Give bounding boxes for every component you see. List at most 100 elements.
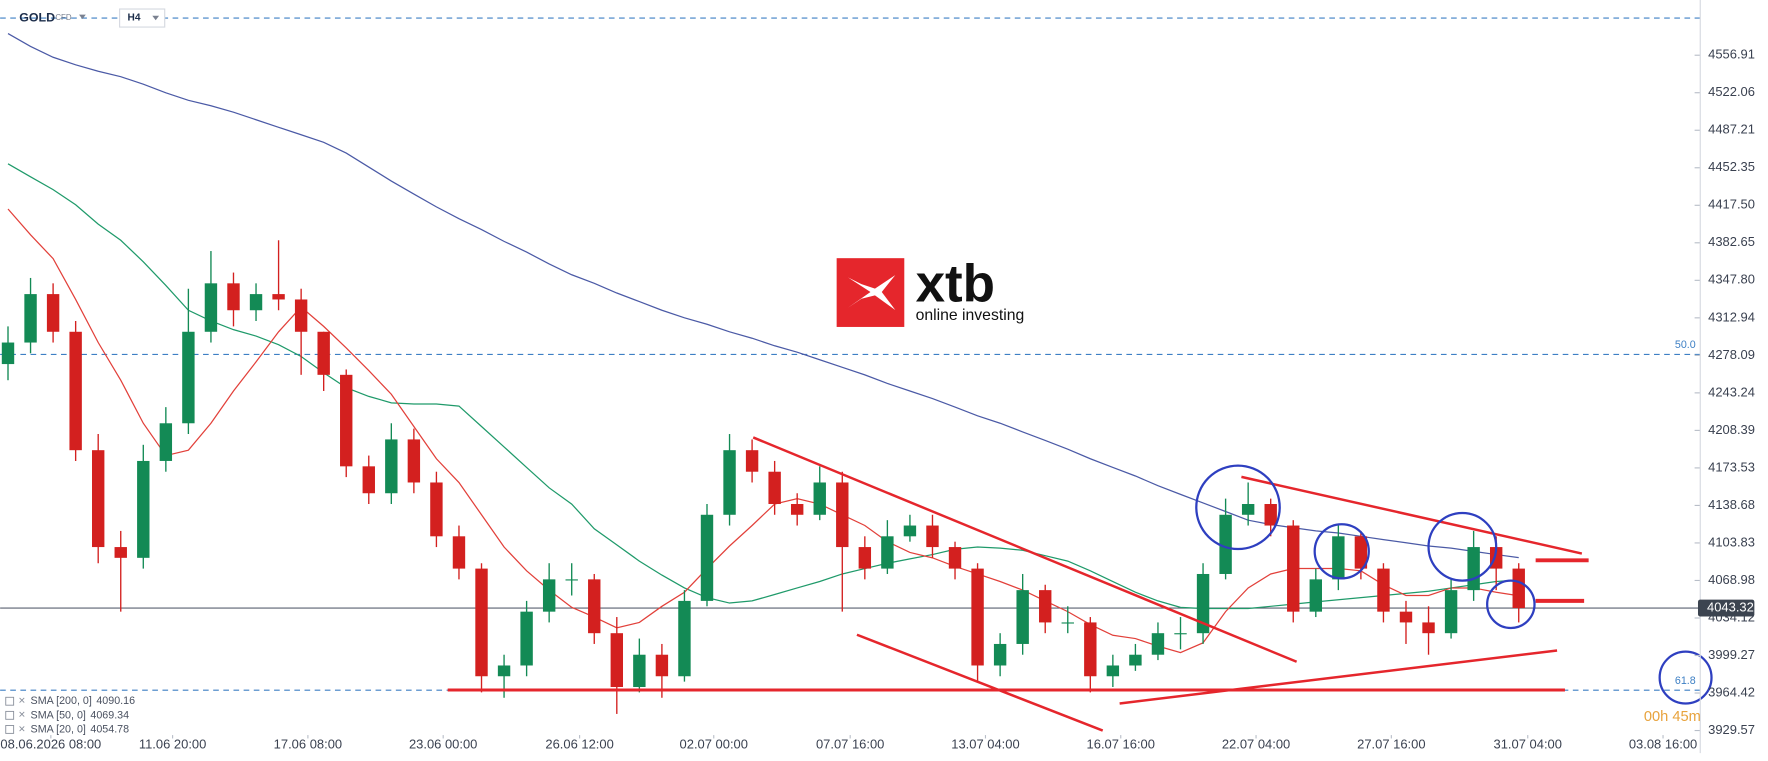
candle-body xyxy=(272,294,285,300)
candle-body xyxy=(745,450,759,472)
fib-label: 61.8 xyxy=(1675,675,1696,687)
candle-body xyxy=(948,547,962,569)
candle-body xyxy=(1422,622,1435,634)
y-tick-label: 4487.21 xyxy=(1708,122,1755,137)
candle-body xyxy=(881,536,894,569)
highlight-circle xyxy=(1658,650,1713,705)
x-tick-label: 16.07 16:00 xyxy=(1087,737,1155,752)
candle-body xyxy=(204,283,218,332)
legend-icon xyxy=(5,725,15,734)
candle-body xyxy=(1287,525,1300,612)
y-tick-label: 4452.35 xyxy=(1708,159,1755,174)
y-tick-label: 4382.65 xyxy=(1708,234,1755,249)
legend-entry: SMA [200, 0] 4090.16 xyxy=(31,695,136,707)
dropdown-icon[interactable] xyxy=(152,15,160,21)
plot xyxy=(1,33,1525,714)
candle-body xyxy=(1219,514,1232,574)
candle-body xyxy=(294,299,308,332)
legend-icon xyxy=(5,696,15,706)
candle-body xyxy=(813,482,826,515)
x-tick-label: 13.07 04:00 xyxy=(951,737,1019,752)
drawings xyxy=(447,436,1589,732)
x-tick-label: 26.06 12:00 xyxy=(545,737,613,752)
candle-body xyxy=(114,547,127,558)
legend-name: SMA [20, 0] xyxy=(31,723,86,735)
y-tick-label: 4103.83 xyxy=(1708,534,1755,549)
candle-body xyxy=(1106,665,1120,677)
candle-body xyxy=(182,331,195,424)
x-tick-label: 27.07 16:00 xyxy=(1357,737,1425,752)
candle-body xyxy=(91,450,105,548)
legend-value: 4090.16 xyxy=(96,695,135,707)
candle-body xyxy=(407,439,421,483)
candle-body xyxy=(1332,536,1345,580)
y-tick-label: 4556.91 xyxy=(1708,47,1755,62)
trend-line xyxy=(1119,649,1558,705)
candle-body xyxy=(1174,633,1187,635)
highlight-circle xyxy=(1486,579,1536,630)
candle-body xyxy=(452,536,466,569)
tagline: online investing xyxy=(916,307,1025,324)
y-tick-label: 4278.09 xyxy=(1708,347,1755,362)
y-tick-label: 3964.42 xyxy=(1708,684,1755,699)
y-tick-label: 3999.27 xyxy=(1708,647,1755,662)
logo-x xyxy=(847,275,896,311)
candle-body xyxy=(227,283,240,311)
sma-line xyxy=(7,208,1519,654)
x-tick-label: 31.07 04:00 xyxy=(1494,737,1562,752)
x-tick-label: 08.06.2026 08:00 xyxy=(0,737,101,752)
candle-body xyxy=(1399,611,1413,623)
dropdown-icon[interactable] xyxy=(79,14,86,20)
timeframe-box[interactable] xyxy=(119,8,166,28)
candle-body xyxy=(1444,590,1458,634)
candle-body xyxy=(475,568,488,677)
candle-body xyxy=(565,579,578,581)
circles xyxy=(1195,464,1713,705)
candle-body xyxy=(159,423,173,461)
legend-entry: SMA [20, 0] 4054.78 xyxy=(31,723,130,735)
legend-value: 4054.78 xyxy=(90,723,129,735)
candle-body xyxy=(1084,622,1097,677)
x-tick-label: 03.08 16:00 xyxy=(1629,737,1697,752)
symbol[interactable]: GOLD xyxy=(19,10,55,24)
brand: xtb xyxy=(916,254,995,313)
sma-line xyxy=(7,163,1519,610)
candle-body xyxy=(385,439,398,494)
timer: 00h 45m xyxy=(1644,709,1701,725)
y-tick-label: 3929.57 xyxy=(1708,722,1755,737)
candle-body xyxy=(1039,590,1052,623)
trend-line xyxy=(1241,475,1583,555)
y-tick-label: 4138.68 xyxy=(1708,497,1755,512)
legend-icon-x: ✕ xyxy=(18,710,26,720)
candle-body xyxy=(362,466,375,494)
candle-body xyxy=(430,482,443,537)
highlight-circle xyxy=(1195,464,1281,551)
x-tick-label: 11.06 20:00 xyxy=(139,737,206,752)
candle-body xyxy=(137,460,150,558)
header: GOLD CFD H4 xyxy=(19,8,166,28)
candle-body xyxy=(790,504,804,515)
candle-body xyxy=(588,579,601,634)
highlight-circle xyxy=(1427,511,1498,582)
y-tick-label: 4173.53 xyxy=(1708,459,1755,474)
last-price-label: 4043.32 xyxy=(1707,600,1754,615)
last-price-box xyxy=(1697,599,1755,617)
candle-body xyxy=(926,525,939,548)
candle-body xyxy=(655,654,669,677)
candle-body xyxy=(317,331,330,375)
candle-body xyxy=(69,331,82,451)
candle-body xyxy=(1264,504,1277,526)
candle-body xyxy=(610,633,624,688)
candle-body xyxy=(903,525,917,537)
instrument: CFD xyxy=(55,13,71,22)
timeframe[interactable]: H4 xyxy=(128,13,141,24)
legend-icon-x: ✕ xyxy=(18,696,26,706)
candle-body xyxy=(1354,536,1368,569)
candle-body xyxy=(1151,633,1165,655)
x-tick-label: 23.06 00:00 xyxy=(409,737,477,752)
y-tick-label: 4243.24 xyxy=(1708,384,1755,399)
fib-label: 50.0 xyxy=(1675,339,1696,351)
